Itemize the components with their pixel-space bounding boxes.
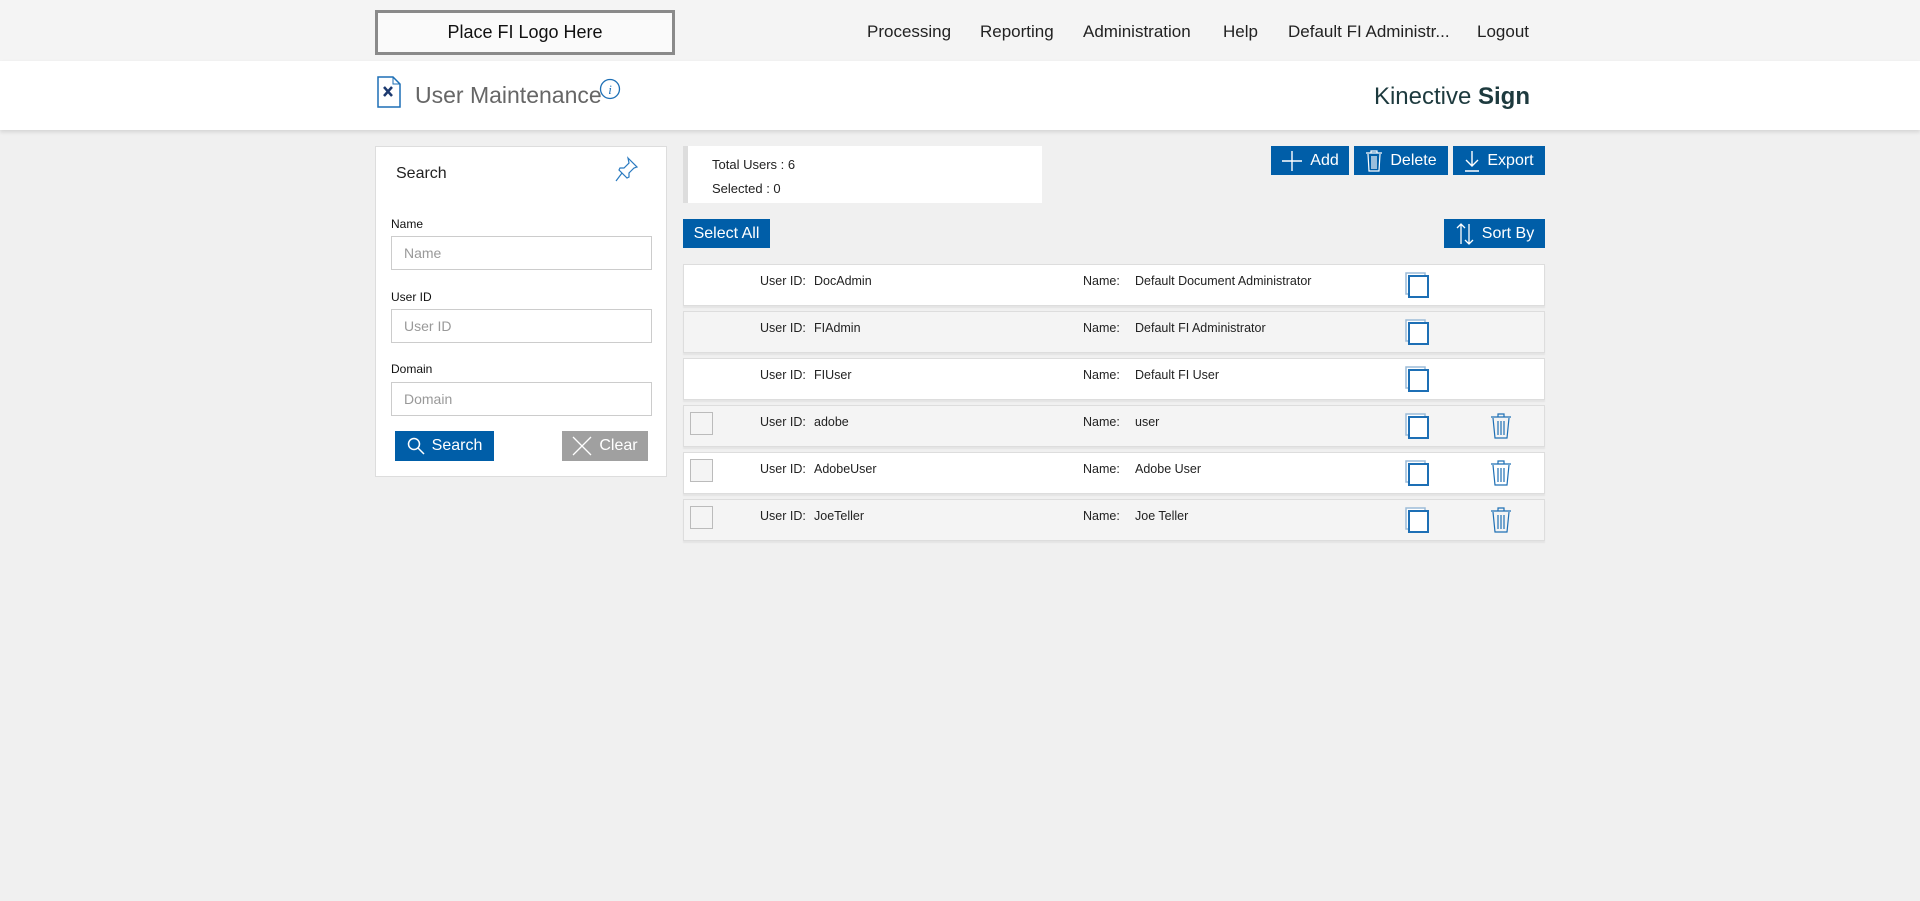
name-label: Name: — [1083, 321, 1120, 335]
user-row[interactable]: User ID: FIAdmin Name: Default FI Administr… — [683, 311, 1545, 353]
name-value: user — [1135, 415, 1160, 429]
total-users: Total Users : 6 — [712, 157, 796, 172]
user-id-label: User ID: — [760, 415, 806, 429]
user-id-value: FIAdmin — [814, 321, 861, 335]
nav-administration[interactable]: Administration — [1083, 22, 1191, 41]
user-id-label: User ID: — [760, 368, 806, 382]
nav-processing[interactable]: Processing — [867, 22, 952, 41]
user-id-value: DocAdmin — [814, 274, 872, 288]
trash-icon — [1366, 149, 1383, 172]
name-label: Name: — [1083, 368, 1120, 382]
user-id-label: User ID — [391, 290, 432, 304]
sort-by-label: Sort By — [1481, 224, 1535, 242]
nav-reporting[interactable]: Reporting — [980, 22, 1054, 41]
user-maintenance-icon — [377, 76, 401, 108]
search-icon — [407, 437, 425, 455]
search-panel-title: Search — [396, 165, 447, 182]
user-id-value: FIUser — [814, 368, 852, 382]
user-id-label: User ID: — [760, 462, 806, 476]
user-row[interactable]: User ID: DocAdmin Name: Default Document Ad… — [683, 264, 1545, 306]
brand-light: Kinective — [1373, 83, 1472, 110]
copy-icon[interactable] — [1405, 272, 1429, 298]
copy-icon[interactable] — [1405, 366, 1429, 392]
search-panel: Search Name User ID Domain Search Clear — [375, 146, 667, 477]
trash-icon[interactable] — [1490, 507, 1512, 533]
copy-icon[interactable] — [1405, 319, 1429, 345]
export-button[interactable]: Export — [1453, 146, 1545, 175]
sort-icon — [1456, 222, 1474, 245]
nav-help[interactable]: Help — [1223, 22, 1258, 41]
user-id-input[interactable] — [391, 309, 652, 343]
name-value: Default FI Administrator — [1135, 321, 1266, 335]
plus-icon — [1282, 150, 1303, 171]
search-button-label: Search — [431, 437, 483, 454]
copy-icon[interactable] — [1405, 413, 1429, 439]
selected-count: Selected : 0 — [712, 181, 781, 196]
name-label: Name: — [1083, 274, 1120, 288]
user-row[interactable]: User ID: FIUser Name: Default FI User — [683, 358, 1545, 400]
row-checkbox[interactable] — [690, 506, 713, 529]
download-icon — [1465, 150, 1480, 172]
fi-logo-placeholder: Place FI Logo Here — [375, 10, 675, 55]
logo-text: Place FI Logo Here — [447, 22, 603, 42]
copy-icon[interactable] — [1405, 507, 1429, 533]
delete-label: Delete — [1390, 151, 1437, 169]
copy-icon[interactable] — [1405, 460, 1429, 486]
name-value: Default Document Administrator — [1135, 274, 1312, 288]
domain-label: Domain — [391, 362, 433, 376]
info-icon[interactable]: i — [599, 78, 621, 100]
add-label: Add — [1310, 151, 1339, 169]
trash-icon[interactable] — [1490, 413, 1512, 439]
name-value: Joe Teller — [1135, 509, 1189, 523]
page-header — [0, 61, 1920, 130]
select-all-label: Select All — [693, 224, 760, 242]
user-id-label: User ID: — [760, 321, 806, 335]
select-all-button[interactable]: Select All — [683, 219, 770, 248]
name-value: Default FI User — [1135, 368, 1220, 382]
user-id-label: User ID: — [760, 274, 806, 288]
pin-icon[interactable] — [614, 155, 640, 183]
user-id-value: JoeTeller — [814, 509, 865, 523]
domain-input[interactable] — [391, 382, 652, 416]
add-button[interactable]: Add — [1271, 146, 1349, 175]
name-label: Name: — [1083, 415, 1120, 429]
brand-bold: Sign — [1478, 83, 1530, 110]
sort-by-button[interactable]: Sort By — [1444, 219, 1545, 248]
user-id-value: AdobeUser — [814, 462, 877, 476]
export-label: Export — [1487, 151, 1534, 169]
name-input[interactable] — [391, 236, 652, 270]
clear-button-label: Clear — [599, 437, 638, 454]
nav-user-menu[interactable]: Default FI Administr... — [1288, 22, 1450, 41]
user-row[interactable]: User ID: AdobeUser Name: Adobe User — [683, 452, 1545, 494]
trash-icon[interactable] — [1490, 460, 1512, 486]
name-label: Name: — [1083, 462, 1120, 476]
row-checkbox[interactable] — [690, 412, 713, 435]
name-value: Adobe User — [1135, 462, 1202, 476]
user-id-value: adobe — [814, 415, 849, 429]
top-bar — [0, 0, 1920, 61]
name-label: Name — [391, 217, 424, 231]
close-icon — [572, 436, 592, 456]
search-button[interactable]: Search — [395, 431, 494, 461]
nav-logout[interactable]: Logout — [1477, 22, 1529, 41]
name-label: Name: — [1083, 509, 1120, 523]
user-id-label: User ID: — [760, 509, 806, 523]
user-row[interactable]: User ID: adobe Name: user — [683, 405, 1545, 447]
brand-logo: Kinective Sign — [1374, 83, 1530, 111]
svg-text:i: i — [608, 82, 612, 97]
page-title: User Maintenance — [415, 82, 602, 108]
delete-button[interactable]: Delete — [1354, 146, 1448, 175]
user-row[interactable]: User ID: JoeTeller Name: Joe Teller — [683, 499, 1545, 541]
user-stats: Total Users : 6 Selected : 0 — [683, 146, 1042, 203]
clear-button[interactable]: Clear — [562, 431, 648, 461]
row-checkbox[interactable] — [690, 459, 713, 482]
